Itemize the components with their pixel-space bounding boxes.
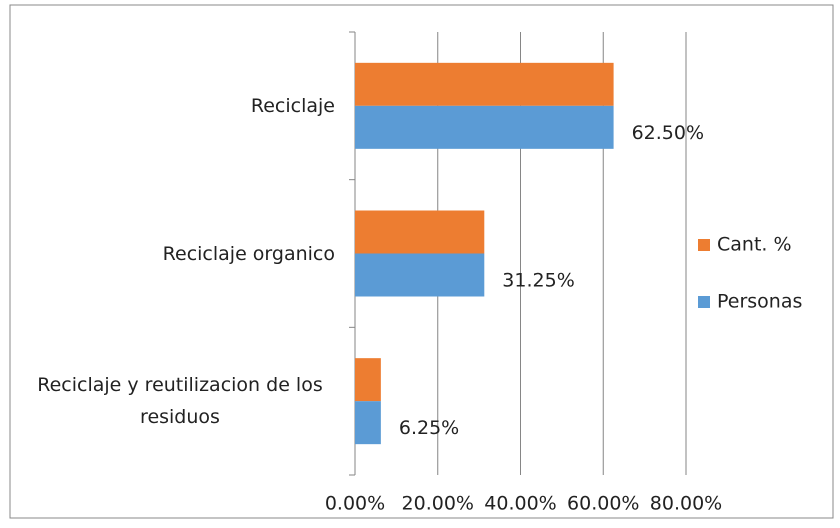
category-label: Reciclaje bbox=[250, 94, 335, 117]
data-label: 62.50% bbox=[632, 122, 704, 144]
legend-label: Personas bbox=[717, 291, 802, 313]
category-label: Reciclaje organico bbox=[162, 242, 335, 265]
x-tick-label: 20.00% bbox=[402, 493, 474, 515]
bar bbox=[355, 210, 485, 254]
bar bbox=[355, 401, 381, 445]
x-tick-label: 0.00% bbox=[325, 493, 385, 515]
legend-swatch bbox=[698, 239, 710, 251]
bar bbox=[355, 62, 614, 106]
data-label: 31.25% bbox=[502, 270, 574, 292]
category-label: Reciclaje y reutilizacion de los residuo… bbox=[37, 374, 323, 429]
data-label: 6.25% bbox=[399, 417, 459, 439]
x-tick-label: 40.00% bbox=[484, 493, 556, 515]
bar bbox=[355, 358, 381, 402]
bar bbox=[355, 253, 485, 297]
x-tick-label: 80.00% bbox=[650, 493, 722, 515]
legend-swatch bbox=[698, 296, 710, 308]
x-tick-label: 60.00% bbox=[567, 493, 639, 515]
bar bbox=[355, 105, 614, 149]
legend-label: Cant. % bbox=[717, 234, 792, 256]
